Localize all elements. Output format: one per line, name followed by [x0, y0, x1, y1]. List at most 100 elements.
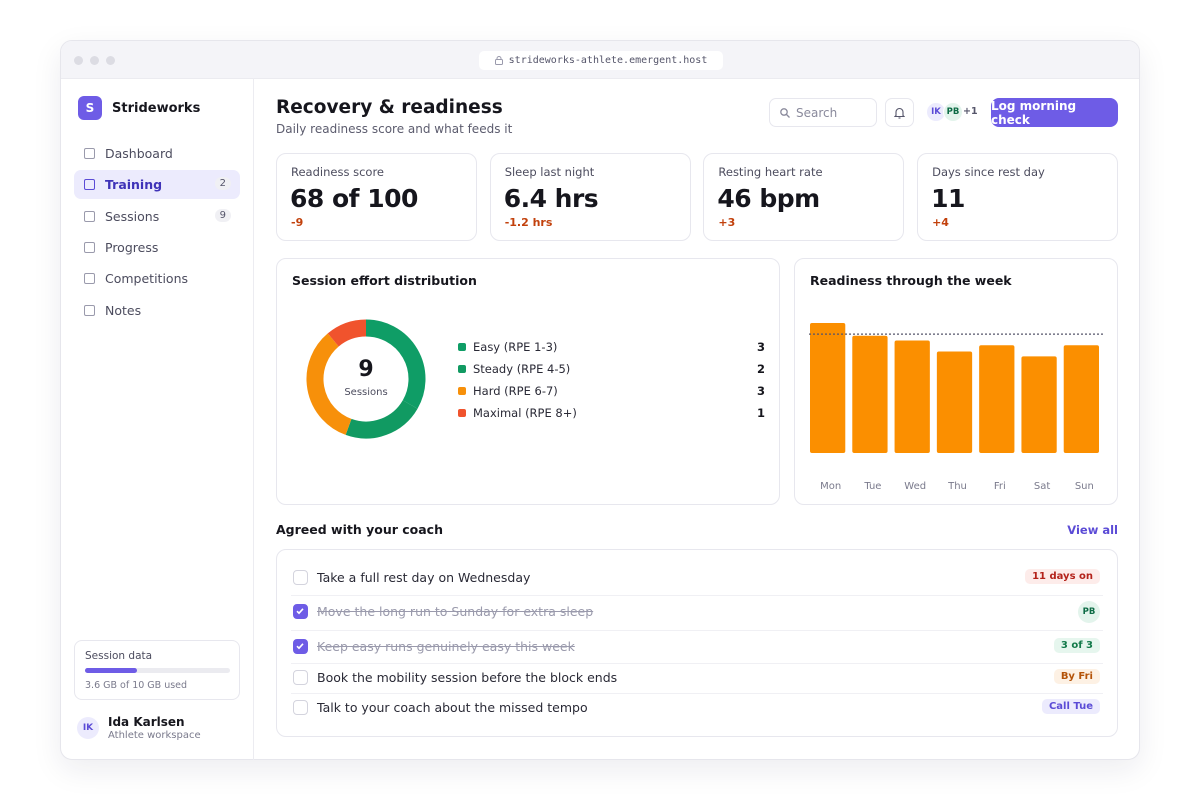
- window-dot: [106, 56, 115, 65]
- avatar-more: +1: [963, 106, 978, 117]
- bell-icon: [894, 107, 905, 119]
- donut-segment: [345, 399, 418, 439]
- item-tag: 11 days on: [1025, 569, 1100, 584]
- nav-item[interactable]: Progress: [74, 233, 240, 262]
- legend-swatch: [458, 343, 466, 351]
- donut-chart: Easy (RPE 1-3) 3 Steady (RPE 4-5) 2 Hard (RP…: [306, 319, 765, 439]
- kpi-card: Sleep last night 6.4 hrs -1.2 hrs: [489, 153, 691, 241]
- item-tag: By Fri: [1053, 669, 1100, 684]
- legend-label: Hard (RPE 6-7): [473, 384, 558, 398]
- storage-fill: [85, 668, 138, 673]
- storage-card: Session data 3.6 GB of 10 GB used: [74, 640, 240, 700]
- kpi-delta: -1.2 hrs: [504, 216, 553, 229]
- nav-icon: [84, 210, 95, 222]
- checkbox[interactable]: [293, 670, 308, 685]
- checkbox[interactable]: [293, 604, 308, 619]
- window-dot: [74, 56, 83, 65]
- kpi-value: 46 bpm: [717, 184, 820, 213]
- kpi-label: Sleep last night: [504, 165, 595, 179]
- section-title: Agreed with your coach: [276, 522, 443, 537]
- search-icon: [780, 107, 790, 118]
- nav-icon: [84, 148, 95, 159]
- checkbox[interactable]: [293, 639, 308, 654]
- donut-segment: [327, 319, 367, 347]
- storage-label: 3.6 GB of 10 GB used: [85, 680, 188, 691]
- kpi-label: Readiness score: [291, 165, 384, 179]
- kpi-delta: -9: [291, 216, 304, 229]
- kpi-value: 6.4 hrs: [503, 184, 599, 213]
- x-tick-label: Tue: [863, 481, 881, 492]
- bar: [894, 340, 930, 453]
- item-tag: Call Tue: [1041, 699, 1100, 714]
- sidebar: S Strideworks Session data 3.6 GB of 10 …: [60, 78, 254, 760]
- user-avatar[interactable]: IK: [77, 717, 99, 739]
- kpi-label: Resting heart rate: [718, 165, 823, 179]
- brand-name: Strideworks: [112, 101, 201, 116]
- row-divider: [291, 662, 1103, 664]
- nav-item[interactable]: Sessions 9: [74, 202, 240, 231]
- avatar[interactable]: IK: [926, 102, 946, 122]
- item-text: Move the long run to Sunday for extra sl…: [317, 604, 594, 619]
- search-box[interactable]: Search: [769, 98, 877, 127]
- item-text: Take a full rest day on Wednesday: [317, 570, 531, 585]
- bar: [810, 323, 846, 453]
- bar-card: Readiness through the week Mon Tue Wed Thu F…: [794, 258, 1118, 505]
- checkbox[interactable]: [293, 700, 308, 715]
- row-divider: [291, 693, 1103, 694]
- check-icon: [296, 608, 304, 615]
- checkbox[interactable]: [293, 570, 308, 585]
- nav-label: Progress: [105, 239, 159, 255]
- donut-segment: [365, 319, 426, 409]
- donut-center-value: 9: [358, 357, 373, 382]
- legend-swatch: [458, 365, 466, 373]
- kpi-value: 11: [931, 184, 965, 213]
- assignee-avatar: PB: [1078, 601, 1100, 623]
- nav-label: Notes: [105, 302, 142, 318]
- legend-label: Maximal (RPE 8+): [473, 406, 577, 420]
- collaborators: IK PB +1: [926, 102, 986, 122]
- lock-icon: [494, 56, 503, 65]
- x-tick-label: Thu: [947, 481, 967, 492]
- bar: [979, 345, 1015, 453]
- row-divider: [291, 629, 1103, 631]
- legend-swatch: [458, 409, 466, 417]
- title-bar: strideworks-athlete.emergent.host: [61, 41, 1139, 79]
- legend-label: Easy (RPE 1-3): [473, 340, 557, 354]
- x-tick-label: Mon: [820, 481, 841, 492]
- nav-icon: [84, 241, 95, 253]
- nav-item[interactable]: Training 2: [74, 170, 240, 200]
- nav-icon: [84, 179, 95, 191]
- kpi-card: Readiness score 68 of 100 -9: [276, 153, 477, 241]
- user-role: Athlete workspace: [108, 730, 201, 741]
- x-tick-label: Sat: [1034, 481, 1050, 492]
- kpi-delta: +4: [932, 216, 949, 229]
- item-text: Keep easy runs genuinely easy this week: [317, 639, 575, 654]
- notifications-button[interactable]: [885, 98, 914, 127]
- nav-item[interactable]: Competitions: [74, 264, 240, 293]
- card-title: Session effort distribution: [292, 273, 477, 288]
- check-icon: [296, 643, 304, 650]
- page-subtitle: Daily readiness score and what feeds it: [276, 122, 513, 136]
- legend-count: 3: [757, 340, 765, 354]
- nav-icon: [84, 273, 95, 285]
- x-tick-label: Fri: [994, 481, 1006, 492]
- legend-count: 3: [757, 384, 765, 398]
- nav-label: Competitions: [105, 271, 189, 287]
- bar: [1021, 356, 1057, 453]
- primary-button[interactable]: Log morning check: [991, 98, 1118, 127]
- avatar[interactable]: PB: [943, 102, 963, 122]
- bar: [1063, 345, 1099, 453]
- nav-label: Sessions: [105, 208, 160, 224]
- nav-item[interactable]: Notes: [74, 296, 240, 325]
- item-tag: 3 of 3: [1053, 638, 1100, 653]
- item-text: Book the mobility session before the blo…: [317, 670, 618, 685]
- brand-logo: S: [78, 96, 102, 120]
- x-tick-label: Wed: [904, 481, 926, 492]
- address-bar[interactable]: strideworks-athlete.emergent.host: [479, 51, 723, 70]
- kpi-value: 68 of 100: [290, 184, 418, 213]
- view-all-link[interactable]: View all: [1067, 523, 1118, 537]
- nav-item[interactable]: Dashboard: [74, 139, 240, 168]
- nav-badge: 2: [214, 177, 231, 191]
